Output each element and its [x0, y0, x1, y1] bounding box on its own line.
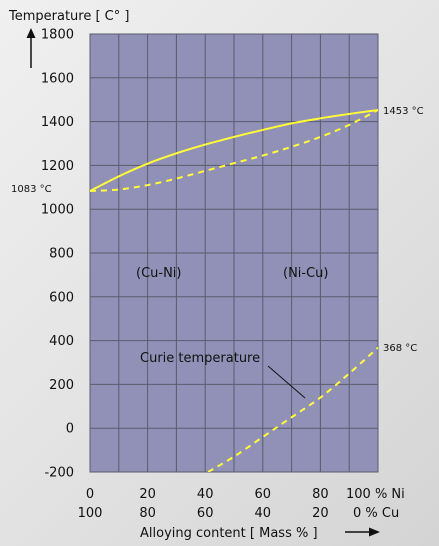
x-tick-label-cu: 0 % Cu [353, 506, 399, 521]
label-1453: 1453 °C [383, 106, 424, 117]
plot-border [89, 33, 379, 473]
label-1083: 1083 °C [11, 184, 52, 195]
series-line-3 [207, 346, 378, 472]
y-tick-label: 0 [66, 422, 74, 437]
x-tick-label-cu: 60 [197, 506, 214, 521]
x-axis-title: Alloying content [ Mass % ] [140, 526, 318, 541]
x-tick-label-ni: 100 % Ni [346, 487, 405, 502]
y-tick-label: 1000 [41, 203, 74, 218]
y-axis-arrow-icon [26, 28, 36, 68]
x-tick-label-ni: 60 [255, 487, 272, 502]
x-tick-labels: 0 100 20 80 40 60 60 40 80 20 100 % Ni 0 % Cu [78, 487, 405, 521]
x-tick-label-ni: 0 [86, 487, 94, 502]
x-tick-label-ni: 40 [197, 487, 214, 502]
y-tick-labels: -200 0 200 400 600 800 1000 1200 1400 1600 1800 [41, 28, 74, 481]
x-axis-arrow-icon [345, 527, 380, 537]
x-tick-label-cu: 40 [255, 506, 272, 521]
y-tick-label: -200 [44, 466, 74, 481]
region-label-ni-cu: (Ni-Cu) [283, 266, 329, 281]
x-tick-label-ni: 20 [139, 487, 156, 502]
y-tick-label: 800 [49, 247, 74, 262]
y-tick-label: 1600 [41, 71, 74, 86]
x-tick-label-cu: 100 [78, 506, 103, 521]
grid-lines [89, 33, 379, 473]
curie-temperature-label: Curie temperature [140, 351, 260, 366]
x-tick-label-cu: 20 [312, 506, 329, 521]
series-line-2 [90, 109, 378, 193]
y-axis-title: Temperature [ C° ] [8, 9, 129, 24]
series-layer [90, 109, 378, 472]
x-tick-label-cu: 80 [139, 506, 156, 521]
y-tick-label: 1800 [41, 28, 74, 43]
region-label-cu-ni: (Cu-Ni) [136, 266, 182, 281]
label-368: 368 °C [383, 343, 417, 354]
curie-leader-line [267, 365, 306, 399]
y-tick-label: 600 [49, 290, 74, 305]
y-tick-label: 400 [49, 334, 74, 349]
x-tick-label-ni: 80 [312, 487, 329, 502]
y-tick-label: 1200 [41, 159, 74, 174]
series-line-1 [90, 109, 378, 192]
y-tick-label: 1400 [41, 115, 74, 130]
y-tick-label: 200 [49, 378, 74, 393]
